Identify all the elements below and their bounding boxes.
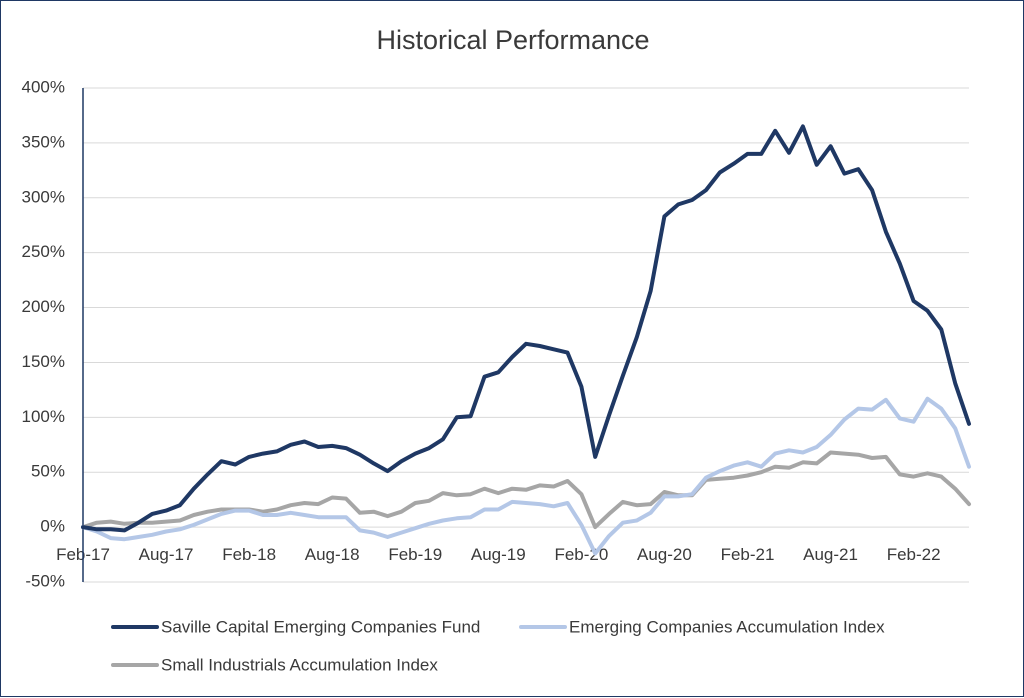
chart-title: Historical Performance <box>376 25 649 55</box>
y-tick-label: 150% <box>22 352 65 371</box>
x-tick-label: Aug-21 <box>803 545 858 564</box>
legend-label: Small Industrials Accumulation Index <box>161 655 438 674</box>
series-line <box>81 396 971 556</box>
x-tick-label: Aug-18 <box>305 545 360 564</box>
legend-label: Saville Capital Emerging Companies Fund <box>161 617 480 636</box>
x-tick-label: Feb-19 <box>388 545 442 564</box>
series-line <box>81 450 971 530</box>
gridlines <box>83 87 969 583</box>
legend: Saville Capital Emerging Companies Fund E… <box>111 617 885 674</box>
y-tick-label: 50% <box>31 462 65 481</box>
x-tick-label: Aug-20 <box>637 545 692 564</box>
y-tick-label: 0% <box>40 517 65 536</box>
y-tick-label: 300% <box>22 187 65 206</box>
y-tick-label: 250% <box>22 242 65 261</box>
legend-label: Emerging Companies Accumulation Index <box>569 617 885 636</box>
x-tick-label: Feb-21 <box>721 545 775 564</box>
y-tick-label: 400% <box>22 77 65 96</box>
y-axis-ticks: -50% 0% 50% 100% 150% 200% 250% 300% 350% 400% <box>22 77 65 590</box>
y-tick-label: 200% <box>22 297 65 316</box>
series-line <box>81 124 971 533</box>
x-tick-label: Aug-19 <box>471 545 526 564</box>
y-tick-label: 100% <box>22 407 65 426</box>
y-tick-label: 350% <box>22 132 65 151</box>
series-lines <box>81 124 971 556</box>
x-tick-label: Aug-17 <box>139 545 194 564</box>
x-axis-ticks: Feb-17 Aug-17 Feb-18 Aug-18 Feb-19 Aug-19 Feb-… <box>56 545 941 564</box>
x-tick-label: Feb-22 <box>887 545 941 564</box>
y-tick-label: -50% <box>25 571 65 590</box>
x-tick-label: Feb-18 <box>222 545 276 564</box>
